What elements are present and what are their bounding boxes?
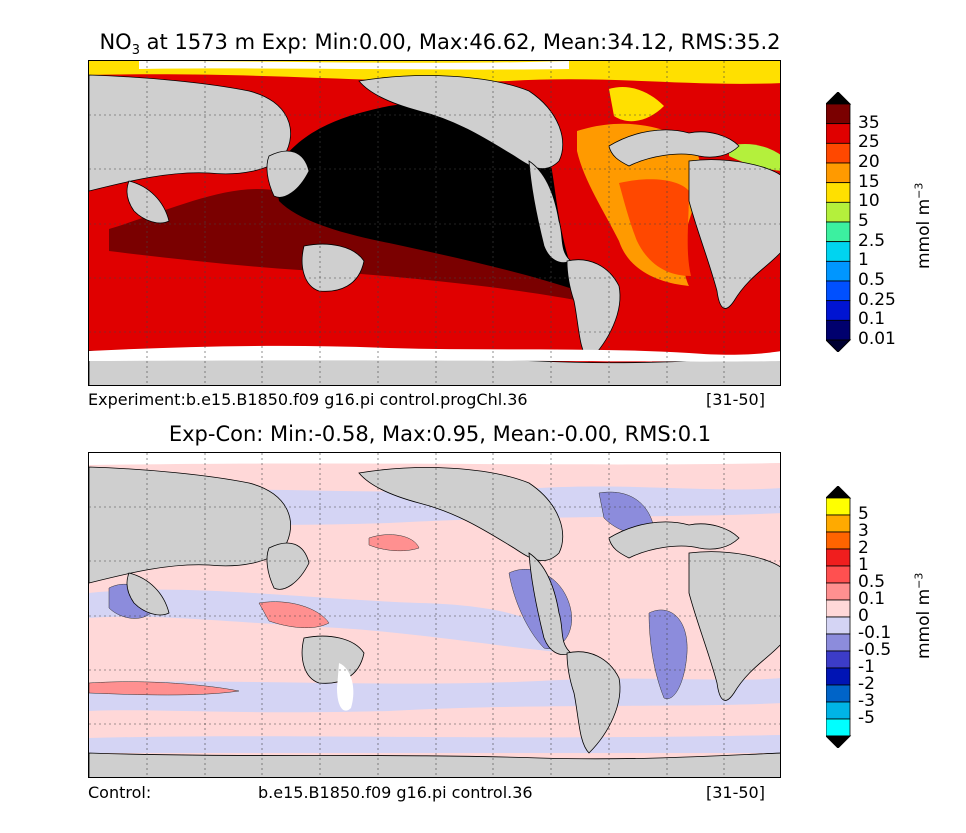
panel2-colorbar-tick-label: -0.1 (858, 623, 892, 643)
panel1-title-species: NO (99, 30, 132, 54)
panel2-unit-base: mmol m (914, 588, 935, 660)
panel1-grid (89, 61, 780, 385)
panel1-colorbar-swatch (825, 280, 851, 302)
panel1-footer-left: Experiment:b.e15.B1850.f09 g16.pi contro… (88, 390, 528, 409)
panel2-grid (89, 453, 780, 777)
panel2-colorbar-unit: mmol m−3 (912, 573, 934, 659)
panel1-colorbar-under-arrow (824, 339, 852, 353)
panel2-footer-left: Control: (88, 783, 152, 802)
panel1-title: NO3 at 1573 m Exp: Min:0.00, Max:46.62, … (0, 30, 880, 58)
panel2-colorbar-tick-label: 0.5 (858, 572, 886, 592)
panel2-colorbar-swatch (825, 599, 851, 618)
panel1-colorbar-tick-label: 0.5 (858, 270, 886, 290)
panel2-colorbar-swatch (825, 650, 851, 669)
panel2-colorbar-swatch (825, 633, 851, 652)
panel2-colorbar-swatch (825, 667, 851, 686)
panel1-colorbar-swatch (825, 142, 851, 164)
panel1-colorbar-swatch (825, 182, 851, 203)
panel2-colorbar-tick-label: 3 (858, 521, 869, 541)
panel1-indian-darkred (109, 189, 581, 301)
panel1-colorbar-tick-label: 5 (858, 211, 869, 231)
panel1-land (89, 74, 780, 385)
panel2-footer-right: [31-50] (706, 783, 765, 802)
panel1-colorbar-swatch (825, 241, 851, 262)
panel2-colorbar-tick-label: -0.5 (858, 640, 892, 660)
panel2-colorbar-tick-label: 0.1 (858, 589, 886, 609)
panel1-map (88, 60, 781, 386)
panel2-colorbar-tick-label: -1 (858, 657, 875, 677)
panel2-colorbar-swatch (825, 565, 851, 584)
panel2-colorbar-swatch (825, 514, 851, 533)
panel2-colorbar-tick-label: 2 (858, 538, 869, 558)
panel2-no-data (89, 453, 780, 711)
panel1-colorbar-tick-label: 35 (858, 112, 880, 133)
panel2-colorbar-tick-label: -2 (858, 674, 875, 694)
panel1-colorbar-unit: mmol m−3 (912, 183, 934, 269)
panel1-colorbar-swatch (825, 221, 851, 243)
panel1-colorbar-tick-label: 15 (858, 171, 880, 192)
panel2-colorbar-under-arrow (824, 735, 852, 749)
panel2-colorbar-swatch (825, 616, 851, 635)
panel1-unit-exponent: −3 (912, 182, 926, 199)
panel1-colorbar-tick-label: 0.1 (858, 309, 886, 330)
panel1-labrador-yellow (609, 86, 664, 122)
panel1-colorbar-swatch (825, 201, 851, 223)
panel2-colorbar-tick-label: -3 (858, 691, 875, 711)
panel1-atlantic-core (619, 179, 691, 276)
panel2-colorbar-swatch (825, 718, 851, 737)
panel1-colorbar: 35 25 20 15 10 5 2.5 1 0.5 0.25 0.1 0.01 (824, 91, 896, 356)
panel2-colorbar-tick-label: 1 (858, 555, 869, 575)
panel1-colorbar-tick-label: 2.5 (858, 230, 886, 251)
panel1-colorbar-tick-label: 1 (858, 250, 869, 271)
panel1-colorbar-tick-label: 0.01 (858, 329, 896, 349)
panel2-colorbar-over-arrow (824, 485, 852, 499)
panel2-colorbar-swatch (825, 531, 851, 550)
panel1-colorbar-tick-label: 20 (858, 152, 880, 172)
panel1-unit-base: mmol m (914, 198, 935, 270)
panel2-colorbar-swatch (825, 497, 851, 516)
panel1-colorbar-swatch (825, 300, 851, 321)
panel1-title-stats: at 1573 m Exp: Min:0.00, Max:46.62, Mean… (140, 30, 781, 54)
panel2-map-canvas (89, 453, 780, 777)
panel2-colorbar: 5 3 2 1 0.5 0.1 0 -0.1 -0.5 -1 -2 -3 -5 (824, 485, 891, 752)
panel2-colorbar-swatches (824, 485, 852, 749)
panel1-footer-right: [31-50] (706, 390, 765, 409)
panel2-land (89, 466, 780, 777)
panel1-colorbar-swatch (825, 162, 851, 184)
panel2-colorbar-swatch (825, 701, 851, 720)
panel2-unit-exponent: −3 (912, 572, 926, 589)
panel2-colorbar-swatch (825, 582, 851, 601)
panel2-colorbar-tick-label: 0 (858, 606, 869, 626)
panel2-title: Exp-Con: Min:-0.58, Max:0.95, Mean:-0.00… (168, 422, 712, 446)
panel2-colorbar-tick-label: -5 (858, 708, 875, 728)
panel1-colorbar-swatch (825, 103, 851, 125)
panel1-title-subscript: 3 (131, 43, 140, 59)
panel2-footer-mid: b.e15.B1850.f09 g16.pi control.36 (258, 783, 533, 802)
panel1-colorbar-swatches (824, 91, 852, 353)
panel1-colorbar-over-arrow (824, 91, 852, 105)
panel1-colorbar-swatch (825, 123, 851, 144)
panel2-map (88, 452, 781, 778)
panel2-colorbar-tick-label: 5 (858, 504, 869, 524)
panel1-colorbar-tick-label: 25 (858, 132, 880, 153)
panel1-colorbar-tick-label: 10 (858, 191, 880, 212)
panel1-med-green (729, 144, 780, 171)
panel1-colorbar-tick-label: 0.25 (858, 289, 896, 310)
panel1-colorbar-swatch (825, 319, 851, 341)
panel1-colorbar-swatch (825, 260, 851, 282)
panel2-colorbar-swatch (825, 684, 851, 703)
panel2-colorbar-swatch (825, 548, 851, 567)
panel1-map-canvas (89, 61, 780, 385)
